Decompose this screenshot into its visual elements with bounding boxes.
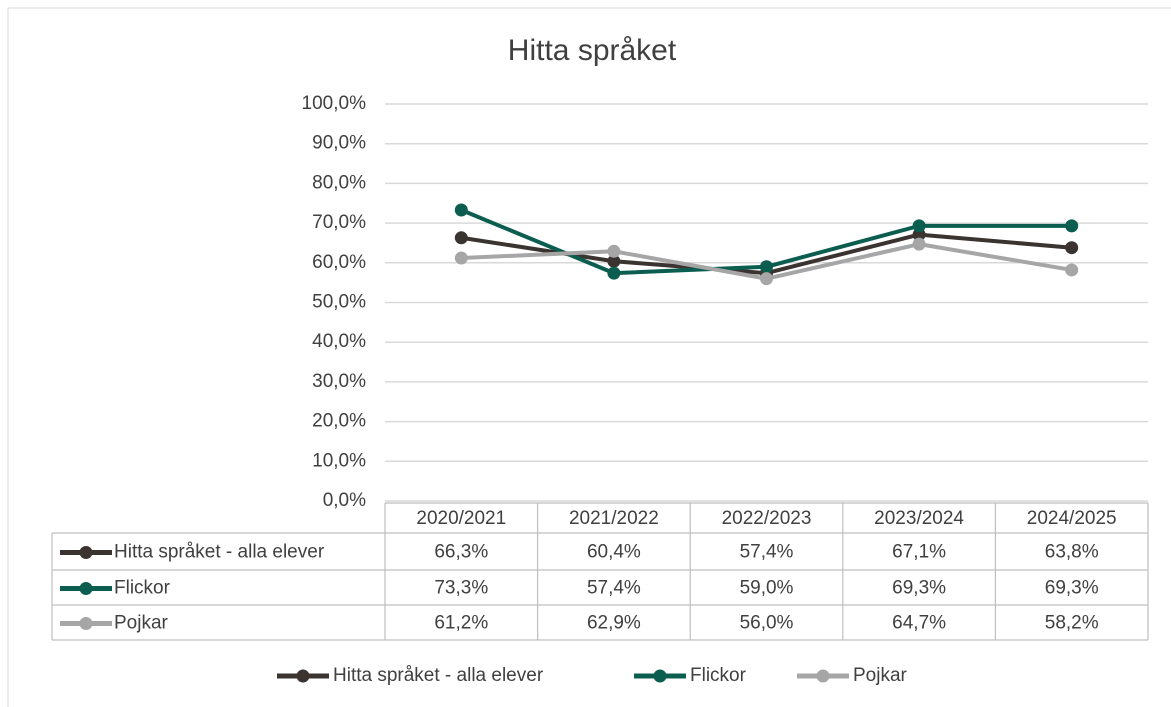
table-cell: 69,3%	[892, 578, 946, 599]
chart-frame	[7, 7, 1171, 707]
chart-title: Hitta språket	[508, 34, 677, 67]
y-tick-label: 10,0%	[312, 450, 366, 471]
legend-label: Flickor	[690, 665, 747, 686]
y-tick-label: 60,0%	[312, 252, 366, 273]
table-cell: 59,0%	[740, 578, 794, 599]
data-point	[760, 260, 773, 274]
x-tick-label: 2022/2023	[722, 508, 812, 529]
table-row-label: Flickor	[114, 578, 171, 599]
y-tick-label: 0,0%	[323, 490, 366, 511]
table-cell: 57,4%	[587, 578, 641, 599]
table-cell: 66,3%	[434, 542, 488, 563]
table-row-label: Pojkar	[114, 613, 169, 634]
legend-key-marker	[79, 617, 93, 630]
data-point	[607, 244, 621, 258]
y-tick-label: 90,0%	[312, 133, 366, 154]
table-cell: 73,3%	[434, 578, 488, 599]
y-tick-label: 80,0%	[312, 172, 366, 193]
table-cell: 61,2%	[434, 613, 488, 634]
legend-key-marker	[816, 669, 830, 683]
x-tick-label: 2024/2025	[1027, 508, 1117, 529]
legend-key-marker	[653, 669, 667, 683]
data-point	[1065, 263, 1079, 277]
y-tick-label: 70,0%	[312, 212, 366, 233]
data-point	[454, 203, 468, 217]
data-point	[912, 219, 926, 233]
data-point	[607, 254, 621, 268]
table-cell: 67,1%	[892, 542, 946, 563]
y-tick-label: 40,0%	[312, 331, 366, 352]
table-cell: 58,2%	[1045, 613, 1099, 634]
data-point	[607, 266, 621, 280]
data-point	[454, 231, 468, 245]
data-point	[454, 251, 468, 265]
data-point	[1065, 241, 1079, 255]
x-tick-label: 2023/2024	[874, 508, 964, 529]
y-tick-label: 30,0%	[312, 371, 366, 392]
table-cell: 60,4%	[587, 542, 641, 563]
legend-key-marker	[79, 546, 93, 559]
table-cell: 57,4%	[740, 542, 794, 563]
table-cell: 62,9%	[587, 613, 641, 634]
y-tick-label: 50,0%	[312, 292, 366, 313]
data-point	[912, 237, 926, 251]
table-cell: 69,3%	[1045, 578, 1099, 599]
y-tick-label: 100,0%	[302, 93, 367, 114]
table-cell: 64,7%	[892, 613, 946, 634]
data-point	[760, 272, 773, 286]
table-cell: 56,0%	[740, 613, 794, 634]
table-cell: 63,8%	[1045, 542, 1099, 563]
legend-key-marker	[296, 669, 310, 683]
legend-key-marker	[79, 582, 93, 595]
legend-label: Pojkar	[853, 665, 908, 686]
x-tick-label: 2021/2022	[569, 508, 659, 529]
legend-label: Hitta språket - alla elever	[333, 665, 544, 686]
table-row-label: Hitta språket - alla elever	[114, 542, 325, 563]
y-tick-label: 20,0%	[312, 411, 366, 432]
x-tick-label: 2020/2021	[416, 508, 506, 529]
data-point	[1065, 219, 1079, 233]
